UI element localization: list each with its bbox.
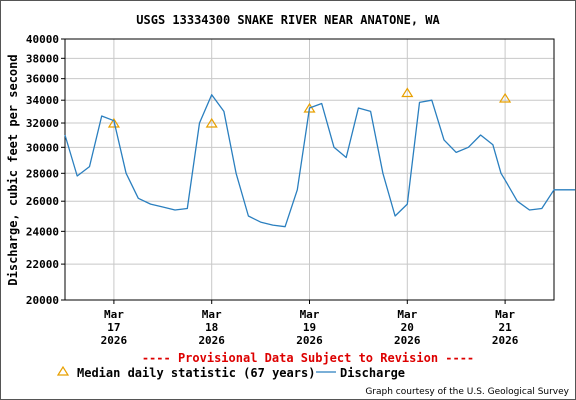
credit-text: Graph courtesy of the U.S. Geological Su…	[365, 387, 569, 397]
x-tick-label: Mar	[495, 308, 515, 321]
x-tick-label: 2026	[296, 334, 323, 347]
median-marker	[401, 87, 414, 98]
median-marker	[107, 117, 120, 128]
y-tick-label: 32000	[26, 117, 59, 130]
legend: Median daily statistic (67 years) Discha…	[56, 365, 405, 380]
legend-median-marker	[56, 365, 70, 376]
provisional-note: ---- Provisional Data Subject to Revisio…	[142, 351, 474, 365]
y-tick-label: 40000	[26, 33, 59, 46]
y-tick-label: 26000	[26, 195, 59, 208]
x-tick-label: 2026	[198, 334, 225, 347]
x-tick-label: 18	[205, 321, 218, 334]
y-tick-label: 30000	[26, 141, 59, 154]
x-tick-label: 21	[498, 321, 512, 334]
y-tick-label: 22000	[26, 258, 59, 271]
series-layer	[64, 87, 575, 228]
y-tick-label: 24000	[26, 225, 59, 238]
median-marker	[205, 117, 218, 128]
x-tick-label: Mar	[300, 308, 320, 321]
y-tick-label: 38000	[26, 52, 59, 65]
x-tick-label: Mar	[104, 308, 124, 321]
y-tick-label: 20000	[26, 294, 59, 307]
x-tick-label: 2026	[492, 334, 519, 347]
y-axis-label: Discharge, cubic feet per second	[6, 54, 20, 285]
y-tick-label: 36000	[26, 73, 59, 86]
x-tick-label: 2026	[101, 334, 128, 347]
legend-median-label: Median daily statistic (67 years)	[77, 366, 315, 380]
x-tick-label: 2026	[394, 334, 421, 347]
x-tick-label: Mar	[202, 308, 222, 321]
y-axis-ticks: 20000 22000 24000 26000 28000 30000 32000 34000…	[26, 33, 65, 307]
legend-discharge-label: Discharge	[340, 366, 405, 380]
chart-title: USGS 13334300 SNAKE RIVER NEAR ANATONE, …	[136, 13, 440, 27]
x-axis-ticks: Mar172026Mar182026Mar192026Mar202026Mar2…	[101, 300, 519, 347]
y-tick-label: 28000	[26, 167, 59, 180]
x-tick-label: 19	[303, 321, 316, 334]
x-tick-label: 17	[107, 321, 120, 334]
median-marker	[499, 92, 512, 103]
y-tick-label: 34000	[26, 94, 59, 107]
x-tick-label: 20	[401, 321, 414, 334]
discharge-line	[64, 94, 575, 228]
x-tick-label: Mar	[397, 308, 417, 321]
